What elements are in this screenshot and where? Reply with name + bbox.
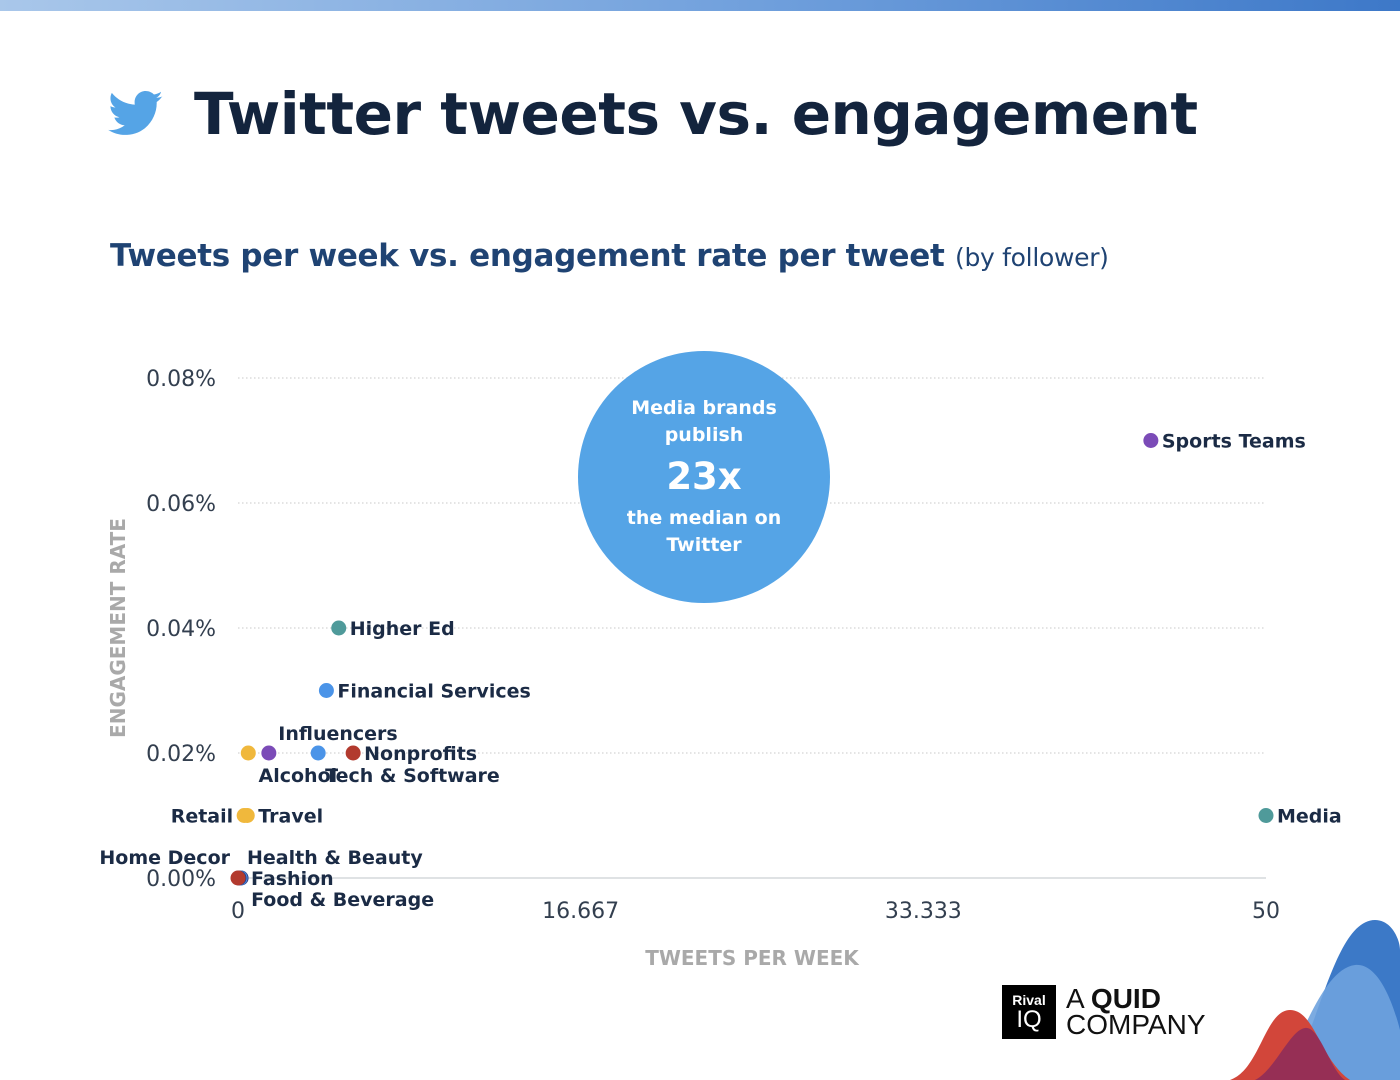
tagline-second: COMPANY [1066, 1009, 1206, 1040]
header: Twitter tweets vs. engagement [108, 74, 1198, 154]
data-label: Fashion [251, 868, 334, 890]
data-label: Sports Teams [1162, 431, 1306, 453]
data-point [318, 683, 334, 698]
data-label: Media [1277, 806, 1342, 828]
top-accent-bar [0, 0, 1400, 11]
y-tick-label: 0.04% [146, 617, 216, 642]
y-tick-label: 0.08% [146, 367, 216, 392]
chart-subtitle: Tweets per week vs. engagement rate per … [110, 238, 1109, 274]
data-label: Food & Beverage [251, 889, 434, 911]
data-point [236, 808, 252, 823]
data-label: Nonprofits [364, 743, 477, 765]
callout-bubble: Media brands publish 23x the median on T… [578, 351, 830, 603]
data-point [230, 870, 246, 886]
data-point [310, 745, 326, 761]
data-label: Financial Services [337, 681, 530, 703]
subtitle-note: (by follower) [955, 243, 1109, 272]
data-point [331, 620, 347, 636]
brand-tagline: A QUID COMPANY [1066, 983, 1206, 1040]
x-tick-label: 0 [231, 899, 245, 924]
data-label: Health & Beauty [247, 847, 423, 869]
brand-logo: Rival IQ A QUID COMPANY [1002, 985, 1206, 1039]
y-tick-label: 0.06% [146, 492, 216, 517]
data-label: Home Decor [99, 847, 230, 869]
data-point [345, 745, 361, 761]
x-tick-label: 50 [1252, 899, 1280, 924]
y-tick-label: 0.00% [146, 867, 216, 892]
subtitle-main: Tweets per week vs. engagement rate per … [110, 238, 945, 274]
data-label: Retail [171, 806, 233, 828]
logo-bottom-text: IQ [1016, 1005, 1042, 1033]
callout-line-1: Media brands [631, 397, 777, 419]
decorative-wave-graphic [1230, 920, 1400, 1080]
tagline-bold: QUID [1090, 983, 1161, 1014]
callout-line-2: publish [664, 424, 744, 446]
data-point [1143, 433, 1159, 448]
y-tick-label: 0.02% [146, 742, 216, 767]
data-label: Tech & Software [325, 765, 500, 787]
x-axis-title: TWEETS PER WEEK [645, 946, 860, 970]
twitter-bird-icon [108, 91, 163, 135]
callout-highlight: 23x [666, 455, 742, 498]
data-label: Higher Ed [350, 618, 455, 640]
data-label: Travel [258, 806, 323, 828]
data-label: Alcohol [259, 765, 338, 787]
tagline-prefix: A [1066, 983, 1084, 1014]
data-point [240, 745, 256, 761]
data-point [1258, 808, 1274, 823]
x-tick-label: 33.333 [885, 899, 962, 924]
rival-iq-logo: Rival IQ [1002, 985, 1056, 1039]
logo-top-text: Rival [1012, 991, 1046, 1008]
x-tick-label: 16.667 [542, 899, 619, 924]
page-title: Twitter tweets vs. engagement [194, 80, 1198, 148]
y-axis-title: ENGAGEMENT RATE [106, 518, 130, 738]
callout-line-3: the median on [626, 507, 782, 529]
data-label: Influencers [278, 723, 397, 745]
callout-line-4: Twitter [666, 534, 742, 556]
data-point [261, 745, 277, 761]
